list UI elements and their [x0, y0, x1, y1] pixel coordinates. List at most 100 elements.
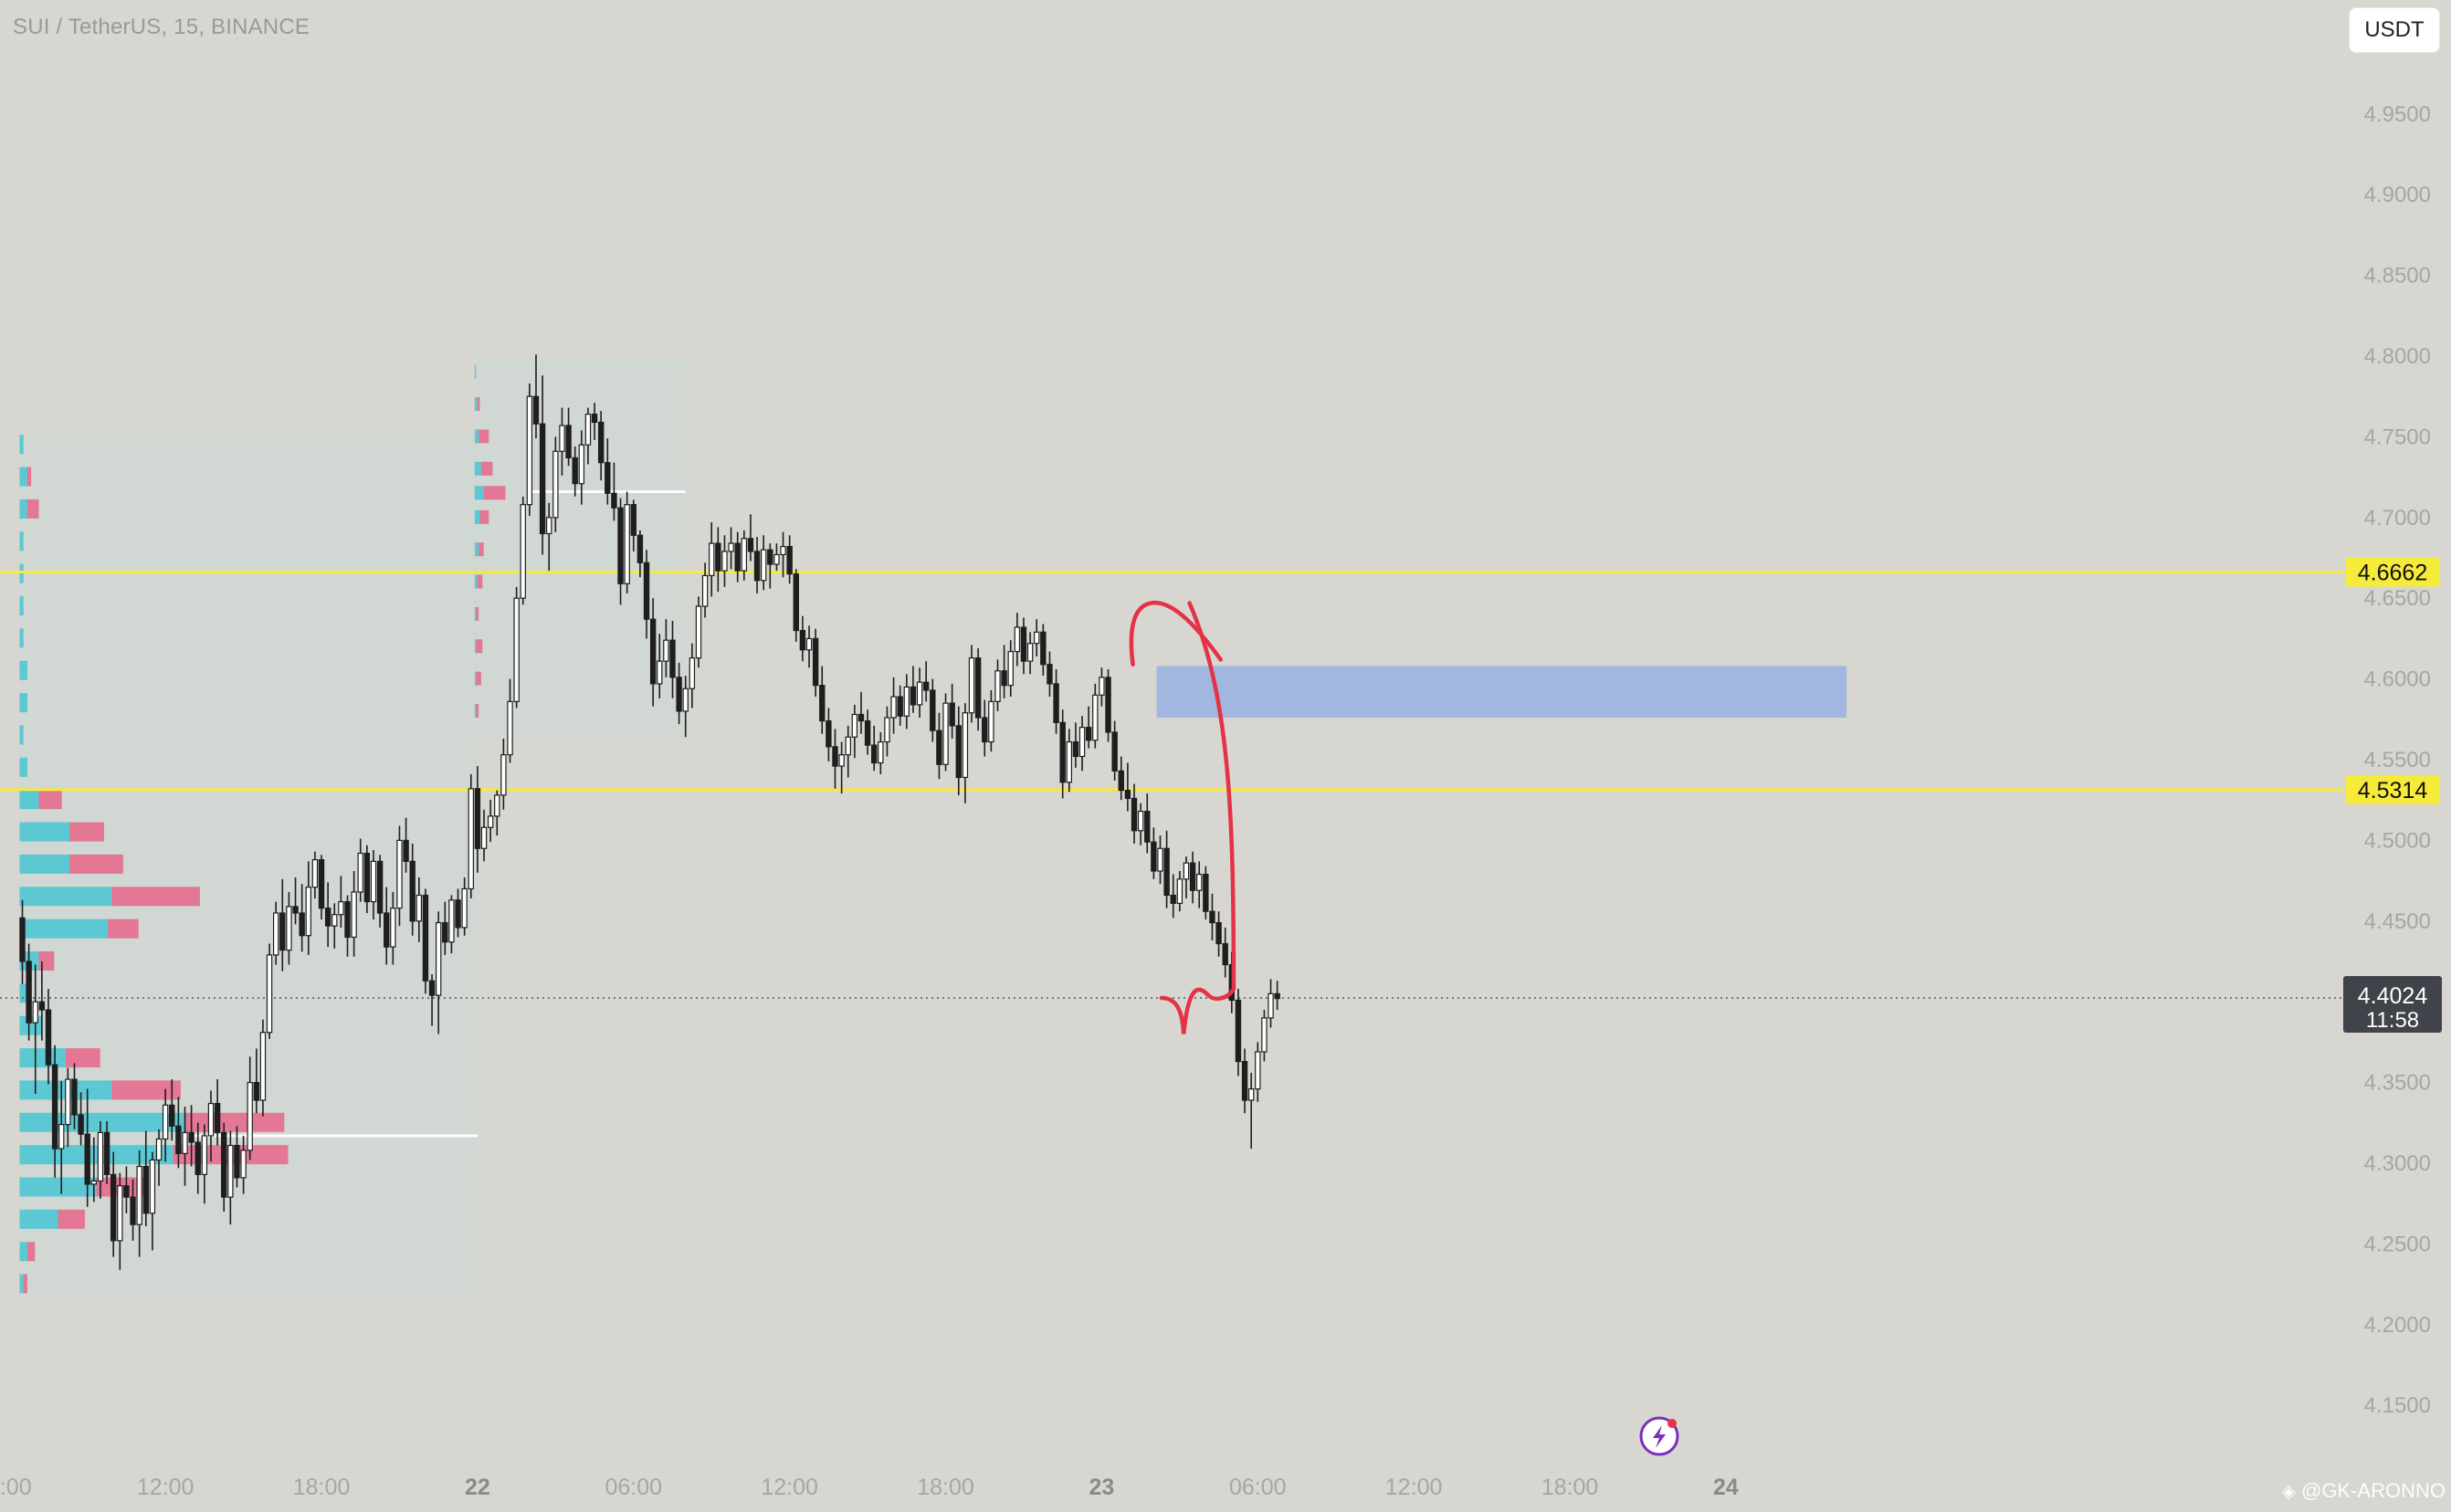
candle-body	[786, 546, 793, 575]
candle	[897, 685, 903, 726]
volume-profile-sell-bar	[477, 397, 480, 412]
candle	[1163, 830, 1170, 908]
candle-body	[1151, 841, 1157, 872]
candle	[878, 731, 884, 774]
candle-body	[305, 887, 311, 937]
candle-body	[643, 562, 650, 620]
candle	[1047, 651, 1053, 698]
candle-body	[90, 1180, 98, 1185]
candle-body	[695, 605, 702, 659]
currency-button[interactable]: USDT	[2349, 7, 2440, 53]
candle-body	[1078, 727, 1086, 758]
level-price-tag[interactable]	[2345, 557, 2440, 587]
candle	[949, 683, 955, 740]
candle-body	[448, 899, 455, 943]
candles-layer	[19, 354, 1280, 1270]
candle	[709, 522, 715, 597]
candle	[838, 741, 845, 794]
volume-profile-sell-bar	[476, 639, 483, 654]
candle-body	[773, 553, 780, 565]
time-tick-label: 18:00	[1541, 1475, 1599, 1500]
candle	[376, 855, 384, 928]
candle	[982, 699, 988, 757]
candle-body	[195, 1141, 201, 1175]
candle-body	[32, 1001, 38, 1024]
level-price-tag[interactable]	[2345, 774, 2440, 804]
candle-body	[351, 891, 357, 939]
candle	[526, 383, 533, 517]
candle-body	[344, 900, 351, 939]
candle-body	[780, 546, 786, 556]
volume-profile-buy-bar	[474, 397, 478, 412]
candle	[123, 1166, 130, 1213]
candle-body	[221, 1131, 227, 1198]
candle-body	[182, 1131, 188, 1154]
candle	[468, 773, 474, 899]
candle-body	[136, 1165, 142, 1225]
candle	[51, 1045, 58, 1178]
candle	[955, 706, 962, 795]
candle	[747, 514, 754, 562]
candle-body	[279, 912, 286, 951]
candle-body	[1157, 847, 1163, 872]
candle	[773, 543, 780, 572]
price-tick-label: 4.5500	[2364, 748, 2431, 772]
candle-body	[520, 504, 526, 599]
candle-body	[1105, 677, 1111, 733]
candle	[1111, 720, 1118, 781]
candle-body	[955, 725, 962, 779]
annotation-arrow-head[interactable]	[1129, 600, 1223, 667]
candle	[331, 903, 338, 949]
volume-profile-sell-bar	[476, 606, 479, 621]
candle-body	[338, 900, 344, 916]
candle-body	[1034, 631, 1040, 645]
candle	[1176, 870, 1183, 912]
volume-profile-buy-bar	[19, 1048, 66, 1068]
candle	[968, 645, 975, 723]
supply-zone-box[interactable]	[1156, 666, 1847, 719]
volume-profile-sell-bar	[476, 671, 481, 686]
annotation-arrow-curve[interactable]	[1159, 601, 1236, 1034]
candle-body	[767, 549, 773, 565]
candle	[45, 989, 52, 1085]
candle	[1118, 756, 1124, 801]
candle	[1157, 835, 1163, 885]
candle-body	[916, 681, 923, 706]
candle-body	[676, 677, 682, 712]
candle-body	[682, 688, 689, 712]
candle	[657, 634, 663, 698]
candle-body	[552, 450, 559, 519]
volume-profile-sell-bar	[479, 509, 489, 524]
candle	[58, 1080, 65, 1194]
candle	[38, 961, 46, 1041]
candle	[1261, 1010, 1268, 1062]
candle	[793, 569, 799, 642]
candle	[351, 870, 357, 957]
supply-zone-layer	[1156, 666, 1847, 719]
candle-body	[930, 689, 936, 731]
candle	[90, 1137, 98, 1202]
candle-body	[1099, 677, 1105, 696]
volume-profile-sell-bar	[184, 1112, 285, 1132]
volume-profile-buy-bar	[474, 639, 477, 654]
volume-profile-buy-bar	[474, 671, 477, 686]
candle	[175, 1097, 182, 1169]
volume-profile-buy-bar	[19, 1242, 27, 1262]
candle	[1170, 874, 1176, 919]
volume-profile-buy-bar	[19, 596, 24, 616]
candle	[994, 659, 1001, 711]
watermark-text: @GK-ARONNO	[2300, 1479, 2446, 1502]
candle	[1072, 722, 1079, 768]
candle-body	[266, 954, 273, 1034]
candle-body	[838, 754, 845, 767]
candle	[455, 888, 461, 938]
candle-body	[169, 1104, 175, 1127]
candle	[1105, 668, 1111, 742]
candle	[409, 843, 416, 936]
volume-profile-sell-bar	[58, 1209, 85, 1229]
candle	[1053, 668, 1059, 734]
candle-body	[142, 1165, 149, 1214]
candle-body	[1066, 740, 1073, 783]
